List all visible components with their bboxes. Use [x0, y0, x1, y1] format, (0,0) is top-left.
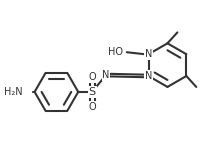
- Text: N: N: [145, 71, 152, 81]
- Text: HO: HO: [108, 47, 123, 57]
- Text: O: O: [88, 102, 96, 112]
- Text: H₂N: H₂N: [4, 87, 23, 97]
- Text: N: N: [145, 49, 152, 59]
- Text: O: O: [88, 72, 96, 82]
- Text: S: S: [89, 87, 96, 97]
- Text: N: N: [102, 70, 110, 80]
